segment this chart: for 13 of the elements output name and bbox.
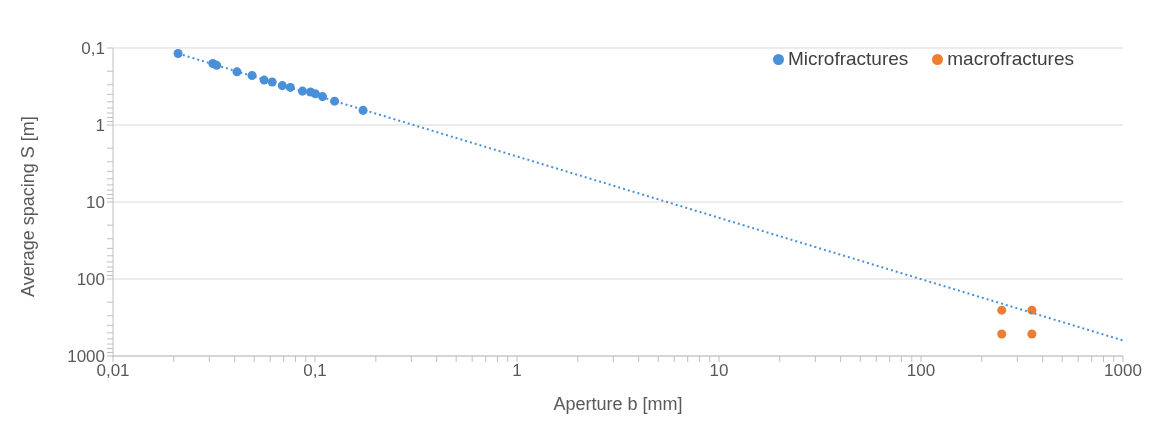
x-axis-title: Aperture b [mm]: [553, 394, 683, 414]
y-axis-title: Average spacing S [m]: [18, 116, 39, 297]
y-tick-label: 100: [76, 270, 105, 290]
x-tick-label: 0,1: [303, 361, 327, 381]
y-tick-label: 0,1: [81, 39, 105, 59]
x-tick-label: 1000: [1104, 361, 1142, 381]
x-tick-label: 1: [512, 361, 522, 381]
x-tick-label: 10: [709, 361, 729, 381]
legend-label: Microfractures: [787, 48, 909, 69]
y-tick-label: 10: [86, 193, 105, 213]
legend-label: macrofractures: [947, 48, 1074, 69]
y-tick-label: 1: [95, 116, 105, 136]
x-tick-label: 100: [906, 361, 936, 381]
